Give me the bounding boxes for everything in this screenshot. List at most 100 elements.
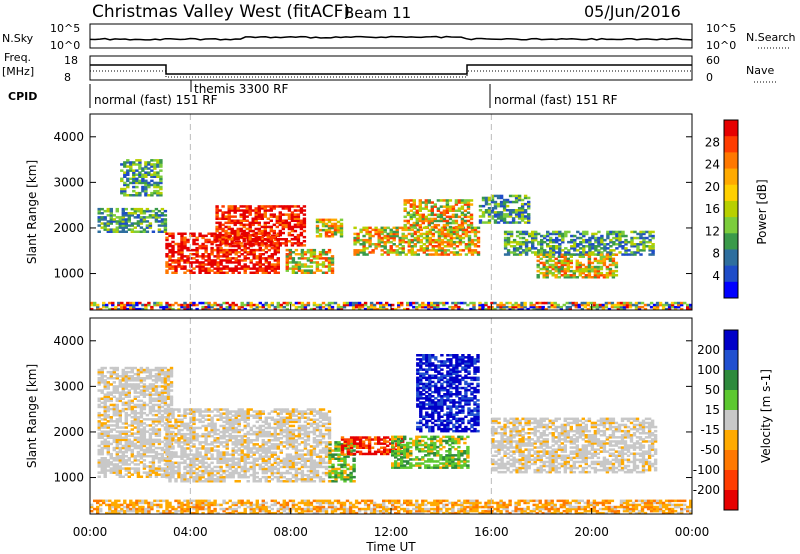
echo-cell: [567, 240, 571, 244]
echo-cell: [186, 432, 190, 436]
echo-cell: [129, 167, 133, 170]
echo-cell: [330, 230, 335, 234]
echo-cell: [514, 215, 519, 218]
echo-cell: [567, 253, 571, 256]
echo-cell: [219, 451, 223, 454]
echo-cell: [452, 253, 457, 256]
echo-cell: [636, 236, 640, 240]
echo-cell: [637, 307, 642, 311]
echo-cell: [580, 303, 584, 307]
echo-cell: [410, 247, 414, 250]
echo-cell: [683, 301, 687, 305]
echo-cell: [457, 201, 462, 204]
echo-cell: [228, 418, 232, 421]
echo-cell: [587, 271, 592, 275]
echo-cell: [228, 457, 232, 460]
echo-cell: [159, 161, 163, 164]
echo-cell: [198, 443, 202, 446]
echo-cell: [478, 301, 482, 305]
echo-cell: [174, 441, 178, 444]
echo-cell: [216, 459, 220, 462]
echo-cell: [258, 414, 262, 417]
echo-cell: [171, 234, 175, 238]
echo-cell: [145, 220, 150, 223]
echo-cell: [541, 307, 545, 311]
echo-cell: [189, 459, 193, 462]
echo-cell: [121, 397, 125, 400]
echo-cell: [354, 303, 359, 307]
echo-cell: [139, 428, 144, 431]
echo-cell: [269, 229, 273, 233]
echo-cell: [443, 232, 448, 236]
echo-cell: [180, 257, 184, 260]
echo-cell: [570, 247, 574, 250]
echo-cell: [132, 189, 136, 193]
echo-cell: [165, 473, 169, 477]
echo-cell: [421, 207, 425, 210]
echo-cell: [252, 255, 256, 258]
echo-cell: [160, 377, 165, 380]
echo-cell: [106, 405, 110, 409]
echo-cell: [446, 245, 451, 248]
echo-cell: [174, 461, 178, 465]
echo-cell: [593, 274, 598, 277]
echo-cell: [407, 249, 411, 252]
echo-cell: [599, 274, 604, 277]
echo-cell: [424, 207, 428, 210]
echo-cell: [121, 387, 125, 390]
echo-cell: [97, 436, 101, 439]
echo-cell: [297, 263, 302, 266]
echo-cell: [240, 441, 244, 444]
echo-cell: [210, 455, 214, 458]
echo-cell: [594, 247, 598, 250]
echo-cell: [133, 209, 137, 213]
echo-cell: [270, 447, 274, 450]
echo-cell: [201, 457, 205, 460]
echo-cell: [419, 245, 423, 248]
echo-cell: [195, 265, 199, 268]
echo-cell: [249, 305, 253, 309]
echo-cell: [231, 473, 235, 477]
echo-cell: [157, 422, 162, 425]
echo-cell: [215, 221, 219, 225]
echo-cell: [258, 253, 262, 256]
echo-cell: [296, 238, 301, 241]
echo-cell: [431, 253, 435, 256]
echo-cell: [215, 233, 219, 237]
echo-cell: [484, 200, 489, 204]
echo-cell: [231, 261, 235, 264]
echo-cell: [154, 428, 159, 431]
echo-cell: [126, 165, 130, 168]
echo-cell: [297, 253, 302, 256]
echo-cell: [419, 228, 423, 232]
echo-cell: [103, 399, 107, 403]
echo-cell: [180, 445, 184, 448]
echo-cell: [264, 480, 268, 483]
echo-cell: [463, 199, 468, 202]
echo-cell: [624, 240, 628, 244]
echo-cell: [112, 463, 116, 466]
echo-cell: [216, 269, 220, 272]
echo-cell: [406, 307, 410, 311]
echo-cell: [300, 271, 305, 274]
echo-cell: [216, 307, 220, 311]
echo-cell: [249, 449, 253, 452]
echo-cell: [446, 240, 451, 244]
echo-cell: [506, 230, 511, 234]
echo-cell: [106, 391, 110, 394]
echo-cell: [204, 471, 208, 475]
echo-cell: [406, 221, 410, 225]
echo-cell: [154, 430, 159, 433]
echo-cell: [109, 228, 113, 231]
echo-cell: [418, 219, 422, 223]
echo-cell: [642, 232, 646, 236]
echo-cell: [377, 234, 381, 238]
echo-cell: [573, 243, 577, 246]
echo-cell: [407, 245, 411, 248]
echo-cell: [237, 473, 241, 477]
echo-cell: [192, 234, 196, 238]
echo-cell: [240, 451, 244, 454]
echo-cell: [395, 249, 399, 252]
echo-cell: [269, 225, 273, 229]
